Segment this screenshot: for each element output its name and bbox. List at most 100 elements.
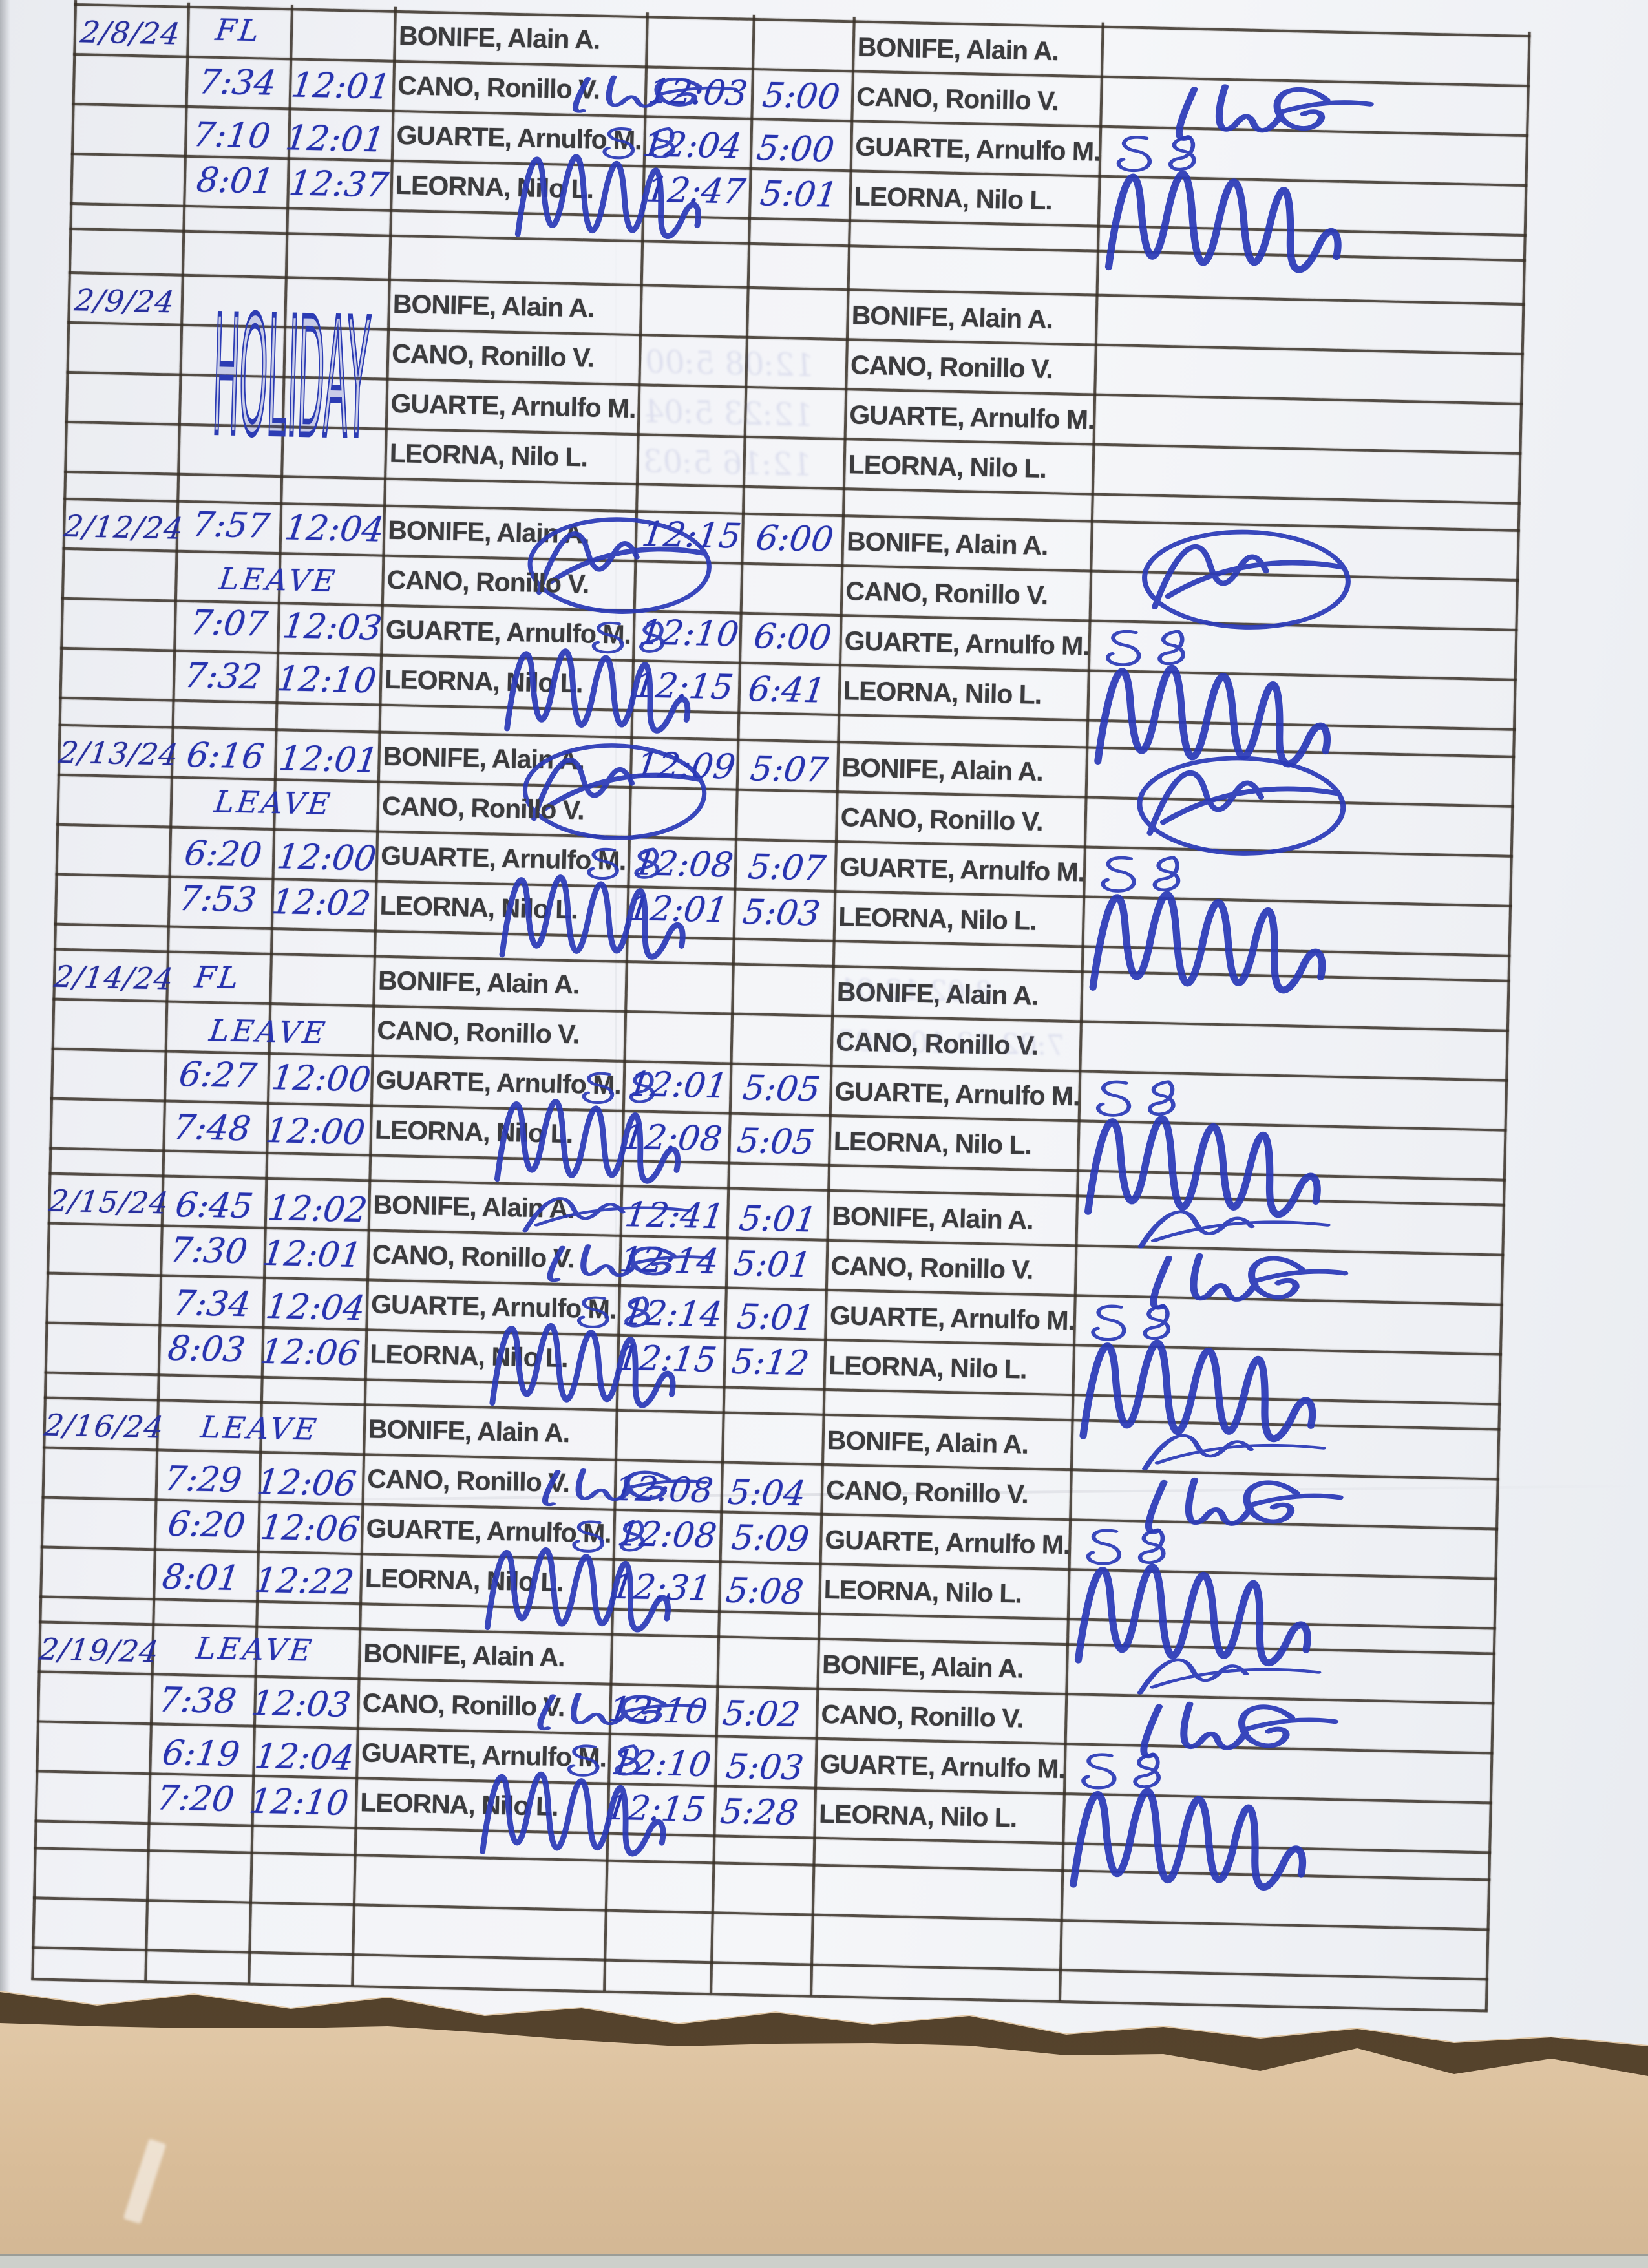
am-time-out-cell: 12:02 — [266, 1189, 370, 1231]
signature-bonife — [527, 517, 712, 614]
employee-name-cell: BONIFE, Alain A. — [368, 1414, 570, 1448]
signature-leorna — [1079, 1339, 1316, 1443]
employee-name-cell: LEORNA, Nilo L. — [389, 438, 588, 472]
am-time-out-cell: 12:01 — [260, 1233, 364, 1276]
am-time-in-cell: 7:48 — [171, 1107, 253, 1149]
paper-left-edge — [0, 0, 10, 1997]
employee-name-cell: GUARTE, Arnulfo M. — [390, 388, 637, 424]
bleed-through-text: 8:02 12:01 — [836, 973, 995, 1010]
leave-note-cell: FL — [193, 959, 243, 995]
am-time-out-cell: 12:00 — [269, 1058, 374, 1100]
am-time-out-cell: 12:04 — [252, 1736, 357, 1778]
employee-name-cell: BONIFE, Alain A. — [841, 752, 1044, 787]
signature-bonife — [1137, 1210, 1331, 1249]
signature-cano — [547, 1244, 713, 1282]
signature-cano — [542, 1468, 708, 1507]
leave-note-cell: LEAVE — [194, 1630, 316, 1668]
employee-name-cell: CANO, Ronillo V. — [821, 1699, 1024, 1733]
employee-name-cell: GUARTE, Arnulfo M. — [844, 626, 1090, 661]
am-time-out-cell: 12:22 — [252, 1560, 357, 1602]
signature-leorna — [489, 1323, 676, 1408]
bleed-through-text: 12:23 5:04 — [641, 394, 816, 434]
pm-time-out-cell: 5:01 — [731, 1244, 814, 1286]
am-time-in-cell: 6:27 — [176, 1055, 259, 1096]
signature-leorna — [1084, 1115, 1321, 1218]
pm-time-out-cell: 5:09 — [729, 1518, 812, 1560]
signature-cano — [1150, 1253, 1349, 1310]
grid-line-v — [1484, 32, 1531, 2011]
timesheet-grid: 2/8/24 BONIFE, Alain A. BONIFE, Alain A. FL… — [30, 0, 1531, 2045]
bleed-through-text: 12:16 5:03 — [640, 443, 814, 483]
employee-name-cell: BONIFE, Alain A. — [821, 1649, 1024, 1684]
signature-guarte — [1095, 1080, 1176, 1117]
signature-bonife — [522, 1197, 692, 1233]
scuff-mark — [123, 2138, 167, 2225]
employee-name-cell: CANO, Ronillo V. — [386, 564, 589, 599]
employee-name-cell: GUARTE, Arnulfo M. — [834, 1076, 1081, 1112]
leave-note-cell: LEAVE — [212, 784, 335, 821]
employee-name-cell: CANO, Ronillo V. — [391, 338, 595, 373]
signature-bonife — [522, 743, 707, 840]
am-time-out-cell: 12:00 — [275, 837, 379, 879]
pm-time-out-cell: 5:01 — [757, 174, 840, 215]
employee-name-cell: CANO, Ronillo V. — [376, 1015, 580, 1050]
employee-name-cell: LEORNA, Nilo L. — [828, 1350, 1027, 1384]
am-time-out-cell: 12:03 — [249, 1683, 353, 1725]
signature-guarte — [1116, 135, 1196, 172]
signature-leorna — [504, 648, 691, 734]
paper-crease — [615, 78, 617, 1926]
am-time-out-cell: 12:10 — [247, 1781, 351, 1823]
employee-name-cell: CANO, Ronillo V. — [856, 81, 1059, 116]
am-time-out-cell: 12:03 — [280, 606, 385, 648]
pm-time-out-cell: 5:00 — [754, 129, 837, 170]
employee-name-cell: CANO, Ronillo V. — [850, 350, 1053, 385]
signature-leorna — [1074, 1563, 1311, 1666]
signature-leorna — [480, 1771, 666, 1857]
leave-note-cell: LEAVE — [217, 561, 339, 599]
date-cell: 2/8/24 — [78, 14, 183, 52]
signature-leorna — [499, 874, 686, 960]
signature-guarte — [587, 847, 660, 880]
employee-name-cell: BONIFE, Alain A. — [363, 1638, 565, 1673]
employee-name-cell: LEORNA, Nilo L. — [848, 449, 1047, 483]
pm-time-out-cell: 5:05 — [735, 1121, 817, 1163]
signature-leorna — [484, 1547, 671, 1633]
leave-note-cell: FL — [213, 12, 264, 48]
signature-guarte — [577, 1296, 650, 1328]
signature-guarte — [1106, 630, 1185, 666]
am-time-in-cell: 6:45 — [173, 1185, 255, 1227]
date-cell: 2/15/24 — [47, 1183, 171, 1221]
employee-name-cell: BONIFE, Alain A. — [398, 20, 600, 55]
date-cell: 2/12/24 — [61, 508, 186, 546]
employee-name-cell: BONIFE, Alain A. — [831, 1201, 1034, 1235]
employee-name-cell: CANO, Ronillo V. — [830, 1251, 1033, 1285]
scanner-edge-strip — [0, 2254, 1648, 2268]
am-time-out-cell: 12:06 — [258, 1507, 362, 1550]
signature-bonife — [1137, 756, 1346, 856]
signature-cano — [572, 75, 739, 113]
am-time-out-cell: 12:04 — [263, 1287, 368, 1329]
employee-name-cell: BONIFE, Alain A. — [377, 965, 580, 1000]
signature-leorna — [494, 1099, 681, 1184]
employee-name-cell: BONIFE, Alain A. — [851, 300, 1053, 335]
pm-time-out-cell: 5:08 — [723, 1571, 806, 1613]
pm-time-out-cell: 5:01 — [737, 1198, 819, 1240]
bleed-through-text: 7:02 12:10 5:05 — [835, 1024, 1067, 1063]
signature-guarte — [591, 621, 665, 654]
bleed-through-text: 12:08 5:00 — [642, 344, 816, 385]
date-cell: 2/16/24 — [42, 1407, 166, 1445]
signature-cano — [537, 1692, 703, 1730]
leave-note-cell: LEAVE — [198, 1409, 321, 1447]
date-cell: 2/9/24 — [72, 282, 177, 320]
employee-name-cell: GUARTE, Arnulfo M. — [824, 1524, 1070, 1560]
am-time-out-cell: 12:02 — [269, 882, 374, 924]
signature-guarte — [602, 127, 675, 160]
employee-name-cell: GUARTE, Arnulfo M. — [854, 131, 1101, 167]
am-time-out-cell: 12:04 — [282, 508, 386, 550]
am-time-in-cell: 7:57 — [190, 505, 272, 546]
date-cell: 2/19/24 — [37, 1631, 162, 1669]
employee-name-cell: LEORNA, Nilo L. — [843, 675, 1042, 710]
signature-leorna — [1094, 664, 1331, 768]
signature-guarte — [1086, 1529, 1166, 1565]
